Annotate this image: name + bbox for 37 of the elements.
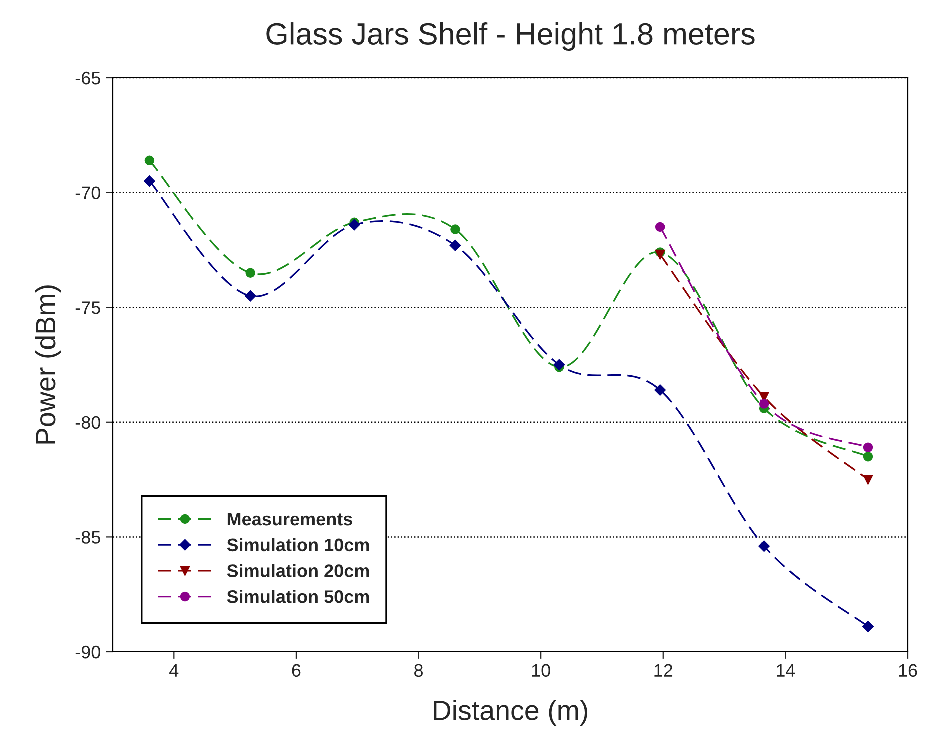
point	[246, 268, 256, 278]
legend-label: Simulation 50cm	[227, 590, 370, 604]
chart-title: Glass Jars Shelf - Height 1.8 meters	[266, 22, 755, 52]
x-tick-label: 6	[292, 664, 301, 678]
point	[144, 156, 155, 166]
y-tick-label: -85	[76, 531, 100, 544]
point	[450, 240, 462, 252]
x-tick-label: 4	[170, 664, 179, 677]
x-axis-title: Distance (m)	[434, 700, 588, 726]
y-tick-label: -65	[76, 72, 100, 85]
y-tick-label: -80	[76, 416, 100, 430]
x-tick-label: 10	[532, 664, 550, 678]
point	[862, 621, 874, 632]
legend-label: Simulation 20cm	[227, 564, 370, 578]
point	[863, 442, 874, 453]
point	[144, 176, 156, 187]
y-tick-label: -70	[76, 186, 100, 200]
x-tick-label: 12	[654, 664, 673, 677]
point	[655, 222, 666, 232]
x-tick-label: 16	[899, 664, 918, 678]
x-tick-label: 14	[777, 664, 796, 677]
point	[244, 290, 256, 302]
legend-label: Measurements	[228, 513, 352, 526]
point	[863, 452, 874, 462]
point	[655, 250, 666, 260]
point	[758, 540, 770, 552]
point	[654, 384, 666, 396]
x-tick-label: 8	[414, 664, 424, 678]
legend-label: Simulation 10cm	[227, 538, 370, 552]
point	[863, 474, 874, 485]
y-tick-label: -90	[76, 646, 100, 659]
point	[759, 399, 770, 409]
point	[348, 219, 360, 231]
point	[450, 224, 460, 234]
y-axis-title: Power (dBm)	[35, 286, 62, 444]
point	[554, 359, 566, 371]
y-tick-label: -75	[76, 302, 100, 314]
